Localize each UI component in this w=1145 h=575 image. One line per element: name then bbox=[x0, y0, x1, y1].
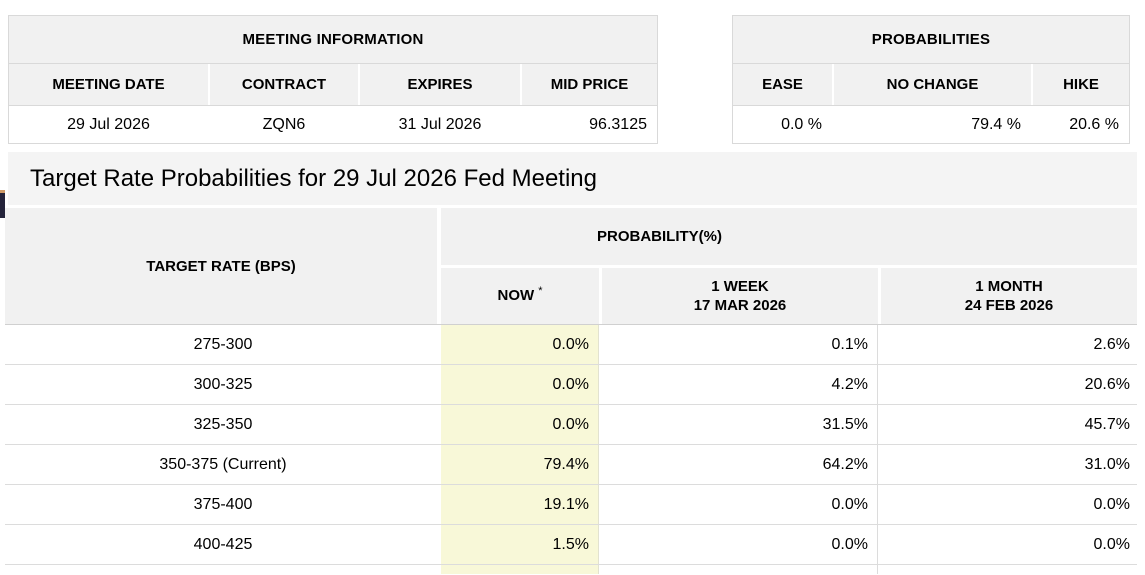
now-column-header: NOW * bbox=[441, 268, 599, 324]
target-rate-table-body: 275-300 0.0% 0.1% 2.6% 300-325 0.0% 4.2% 20.6% 3… bbox=[5, 325, 1137, 565]
rate-row: 275-300 0.0% 0.1% 2.6% bbox=[5, 325, 1137, 365]
mid-price-value: 96.3125 bbox=[522, 106, 657, 143]
meeting-information-table: MEETING INFORMATION MEETING DATE CONTRAC… bbox=[8, 15, 658, 144]
target-rate-cell: 325-350 bbox=[193, 415, 253, 433]
one-week-probability-cell: 0.0% bbox=[599, 525, 878, 564]
rate-row: 350-375 (Current) 79.4% 64.2% 31.0% bbox=[5, 445, 1137, 485]
one-week-probability-cell: 0.0% bbox=[599, 485, 878, 524]
expires-value: 31 Jul 2026 bbox=[360, 106, 520, 143]
no-change-header: NO CHANGE bbox=[834, 64, 1031, 105]
one-week-probability-cell: 4.2% bbox=[599, 365, 878, 404]
one-month-date: 24 FEB 2026 bbox=[964, 297, 1054, 314]
now-probability-cell: 0.0% bbox=[441, 325, 599, 364]
hike-header: HIKE bbox=[1033, 64, 1129, 105]
meeting-information-title: MEETING INFORMATION bbox=[9, 16, 657, 63]
cutoff-partial-row bbox=[5, 565, 1137, 574]
probabilities-data-row: 0.0 % 79.4 % 20.6 % bbox=[733, 105, 1129, 143]
now-label: NOW bbox=[497, 287, 535, 305]
meeting-date-header: MEETING DATE bbox=[9, 64, 208, 105]
one-week-column-header: 1 WEEK 17 MAR 2026 bbox=[602, 268, 878, 324]
target-rate-bps-header: TARGET RATE (BPS) bbox=[5, 208, 437, 324]
meeting-date-value: 29 Jul 2026 bbox=[9, 106, 208, 143]
section-title: Target Rate Probabilities for 29 Jul 202… bbox=[30, 164, 597, 192]
probabilities-title: PROBABILITIES bbox=[733, 16, 1129, 63]
target-rate-cell: 375-400 bbox=[193, 495, 253, 513]
one-month-probability-cell: 45.7% bbox=[1084, 415, 1130, 433]
one-week-probability-cell: 0.1% bbox=[599, 325, 878, 364]
one-month-probability-cell: 2.6% bbox=[1093, 335, 1130, 353]
contract-header: CONTRACT bbox=[210, 64, 358, 105]
one-month-probability-cell: 0.0% bbox=[1093, 495, 1130, 513]
target-rate-table: TARGET RATE (BPS) PROBABILITY(%) NOW * 1 … bbox=[5, 208, 1137, 574]
probabilities-header-row: EASE NO CHANGE HIKE bbox=[733, 63, 1129, 105]
now-probability-cell: 79.4% bbox=[441, 445, 599, 484]
mid-price-header: MID PRICE bbox=[522, 64, 657, 105]
ease-value: 0.0 % bbox=[733, 106, 832, 143]
meeting-information-data-row: 29 Jul 2026 ZQN6 31 Jul 2026 96.3125 bbox=[9, 105, 657, 143]
contract-value: ZQN6 bbox=[210, 106, 358, 143]
probabilities-table: PROBABILITIES EASE NO CHANGE HIKE 0.0 % … bbox=[732, 15, 1130, 144]
one-month-label: 1 MONTH bbox=[975, 277, 1043, 295]
one-month-probability-cell: 0.0% bbox=[1093, 535, 1130, 553]
no-change-value: 79.4 % bbox=[834, 106, 1031, 143]
hike-value: 20.6 % bbox=[1033, 106, 1129, 143]
section-title-bar: Target Rate Probabilities for 29 Jul 202… bbox=[8, 152, 1137, 205]
target-rate-table-subheader: NOW * 1 WEEK 17 MAR 2026 1 MONTH 24 FEB 2… bbox=[441, 268, 1137, 324]
target-rate-cell: 300-325 bbox=[193, 375, 253, 393]
target-rate-cell: 350-375 (Current) bbox=[159, 455, 287, 473]
rate-row: 375-400 19.1% 0.0% 0.0% bbox=[5, 485, 1137, 525]
target-rate-table-header: TARGET RATE (BPS) PROBABILITY(%) NOW * 1 … bbox=[5, 208, 1137, 325]
now-probability-cell: 1.5% bbox=[441, 525, 599, 564]
target-rate-cell: 400-425 bbox=[193, 535, 253, 553]
page-edge-artifact bbox=[0, 190, 5, 218]
expires-header: EXPIRES bbox=[360, 64, 520, 105]
one-week-date: 17 MAR 2026 bbox=[693, 297, 787, 314]
probability-pct-header: PROBABILITY(%) bbox=[597, 228, 722, 245]
one-week-probability-cell: 31.5% bbox=[599, 405, 878, 444]
one-week-probability-cell: 64.2% bbox=[599, 445, 878, 484]
one-month-probability-cell: 20.6% bbox=[1084, 375, 1130, 393]
now-probability-cell: 19.1% bbox=[441, 485, 599, 524]
meeting-information-header-row: MEETING DATE CONTRACT EXPIRES MID PRICE bbox=[9, 63, 657, 105]
target-rate-cell: 275-300 bbox=[193, 335, 253, 353]
now-footnote-marker: * bbox=[538, 284, 543, 297]
one-month-probability-cell: 31.0% bbox=[1084, 455, 1130, 473]
ease-header: EASE bbox=[733, 64, 832, 105]
one-month-column-header: 1 MONTH 24 FEB 2026 bbox=[881, 268, 1137, 324]
one-week-label: 1 WEEK bbox=[711, 277, 769, 295]
now-probability-cell: 0.0% bbox=[441, 365, 599, 404]
now-probability-cell: 0.0% bbox=[441, 405, 599, 444]
probability-pct-header-cell: PROBABILITY(%) bbox=[441, 208, 1137, 265]
rate-row: 300-325 0.0% 4.2% 20.6% bbox=[5, 365, 1137, 405]
rate-row: 325-350 0.0% 31.5% 45.7% bbox=[5, 405, 1137, 445]
rate-row: 400-425 1.5% 0.0% 0.0% bbox=[5, 525, 1137, 565]
